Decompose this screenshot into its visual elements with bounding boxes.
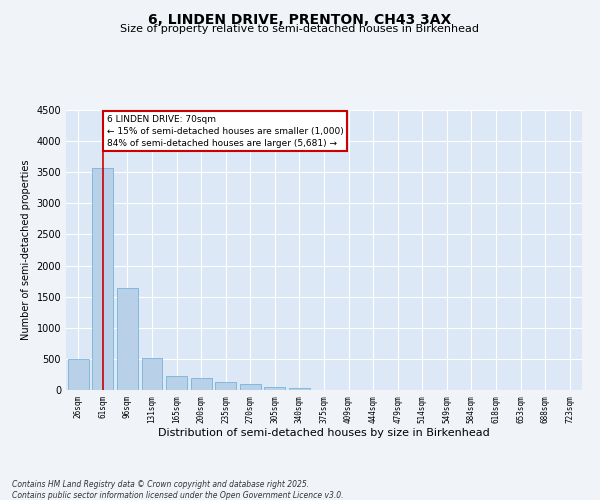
- Bar: [265, 386, 286, 390]
- X-axis label: Distribution of semi-detached houses by size in Birkenhead: Distribution of semi-detached houses by …: [158, 428, 490, 438]
- Text: Contains HM Land Registry data © Crown copyright and database right 2025.
Contai: Contains HM Land Registry data © Crown c…: [12, 480, 343, 500]
- Y-axis label: Number of semi-detached properties: Number of semi-detached properties: [21, 160, 31, 340]
- Bar: [166, 376, 187, 390]
- Text: 6 LINDEN DRIVE: 70sqm
← 15% of semi-detached houses are smaller (1,000)
84% of s: 6 LINDEN DRIVE: 70sqm ← 15% of semi-deta…: [107, 115, 343, 148]
- Bar: [240, 384, 261, 390]
- Bar: [142, 358, 163, 390]
- Bar: [289, 388, 310, 390]
- Text: Size of property relative to semi-detached houses in Birkenhead: Size of property relative to semi-detach…: [121, 24, 479, 34]
- Bar: [68, 359, 89, 390]
- Bar: [191, 378, 212, 390]
- Bar: [92, 168, 113, 390]
- Bar: [215, 382, 236, 390]
- Bar: [117, 288, 138, 390]
- Text: 6, LINDEN DRIVE, PRENTON, CH43 3AX: 6, LINDEN DRIVE, PRENTON, CH43 3AX: [148, 12, 452, 26]
